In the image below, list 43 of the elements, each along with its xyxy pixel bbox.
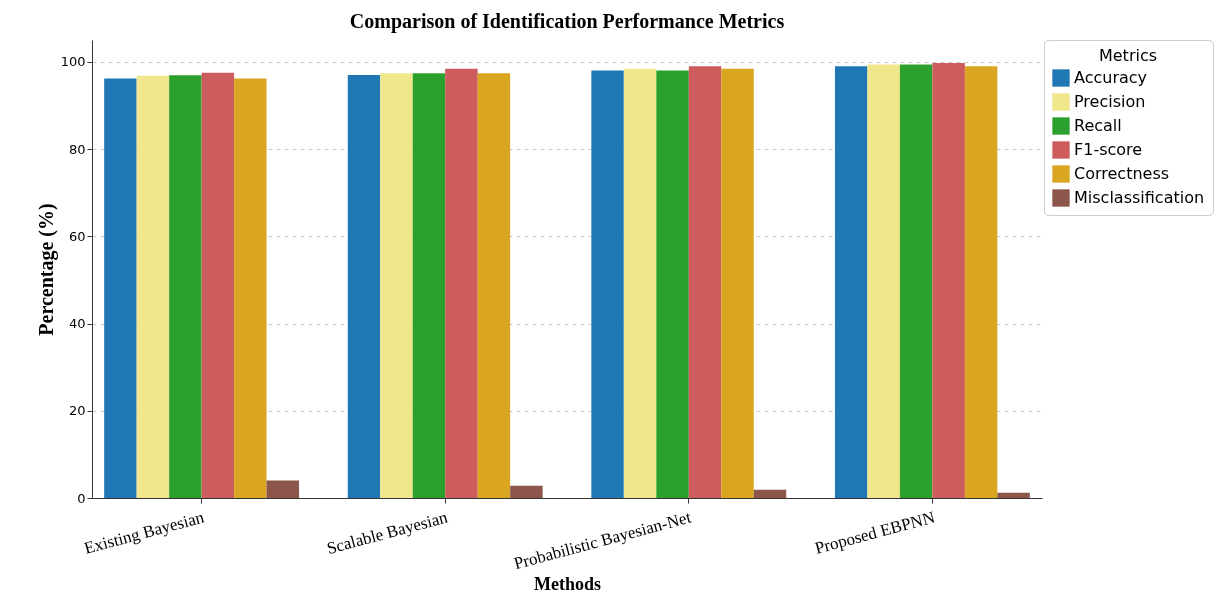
legend-label: Misclassification	[1074, 188, 1205, 207]
bar	[964, 66, 998, 498]
bar	[834, 66, 868, 498]
bar	[721, 68, 754, 498]
bar	[997, 492, 1030, 498]
bar	[266, 480, 300, 498]
bar	[867, 64, 900, 498]
chart-title: Comparison of Identification Performance Metrics	[349, 9, 785, 33]
y-tick-label: 20	[68, 403, 86, 419]
x-tick-label: Proposed EBPNN	[812, 507, 937, 558]
y-axis-title: Percentage (%)	[34, 203, 58, 336]
legend-label: Accuracy	[1074, 68, 1148, 87]
x-tick-label: Scalable Bayesian	[324, 507, 451, 559]
bar	[445, 68, 478, 498]
x-axis-title: Methods	[534, 574, 601, 595]
bar	[234, 78, 267, 498]
bar	[104, 78, 137, 498]
y-tick-label: 0	[77, 490, 86, 506]
legend-label: F1-score	[1074, 140, 1143, 159]
bar	[380, 73, 413, 498]
y-tick-label: 40	[68, 316, 86, 332]
bar	[656, 70, 689, 498]
bar	[201, 72, 235, 498]
bar	[623, 68, 657, 498]
legend-label: Recall	[1074, 116, 1122, 135]
legend-label: Precision	[1074, 92, 1146, 111]
bar	[932, 63, 965, 498]
bar	[412, 73, 446, 498]
y-tick-label: 80	[68, 141, 86, 157]
bar	[136, 75, 170, 498]
legend-title: Metrics	[1098, 46, 1158, 65]
bar	[688, 66, 722, 498]
y-tick-label: 100	[60, 54, 86, 70]
bar	[347, 74, 381, 498]
bar	[477, 73, 511, 498]
bar	[169, 75, 202, 498]
x-tick-label: Existing Bayesian	[82, 507, 207, 558]
y-tick-label: 60	[68, 228, 86, 244]
bar	[899, 64, 933, 498]
bar	[753, 489, 787, 498]
bar	[591, 70, 624, 498]
legend-label: Correctness	[1074, 164, 1170, 183]
bar	[510, 485, 543, 498]
